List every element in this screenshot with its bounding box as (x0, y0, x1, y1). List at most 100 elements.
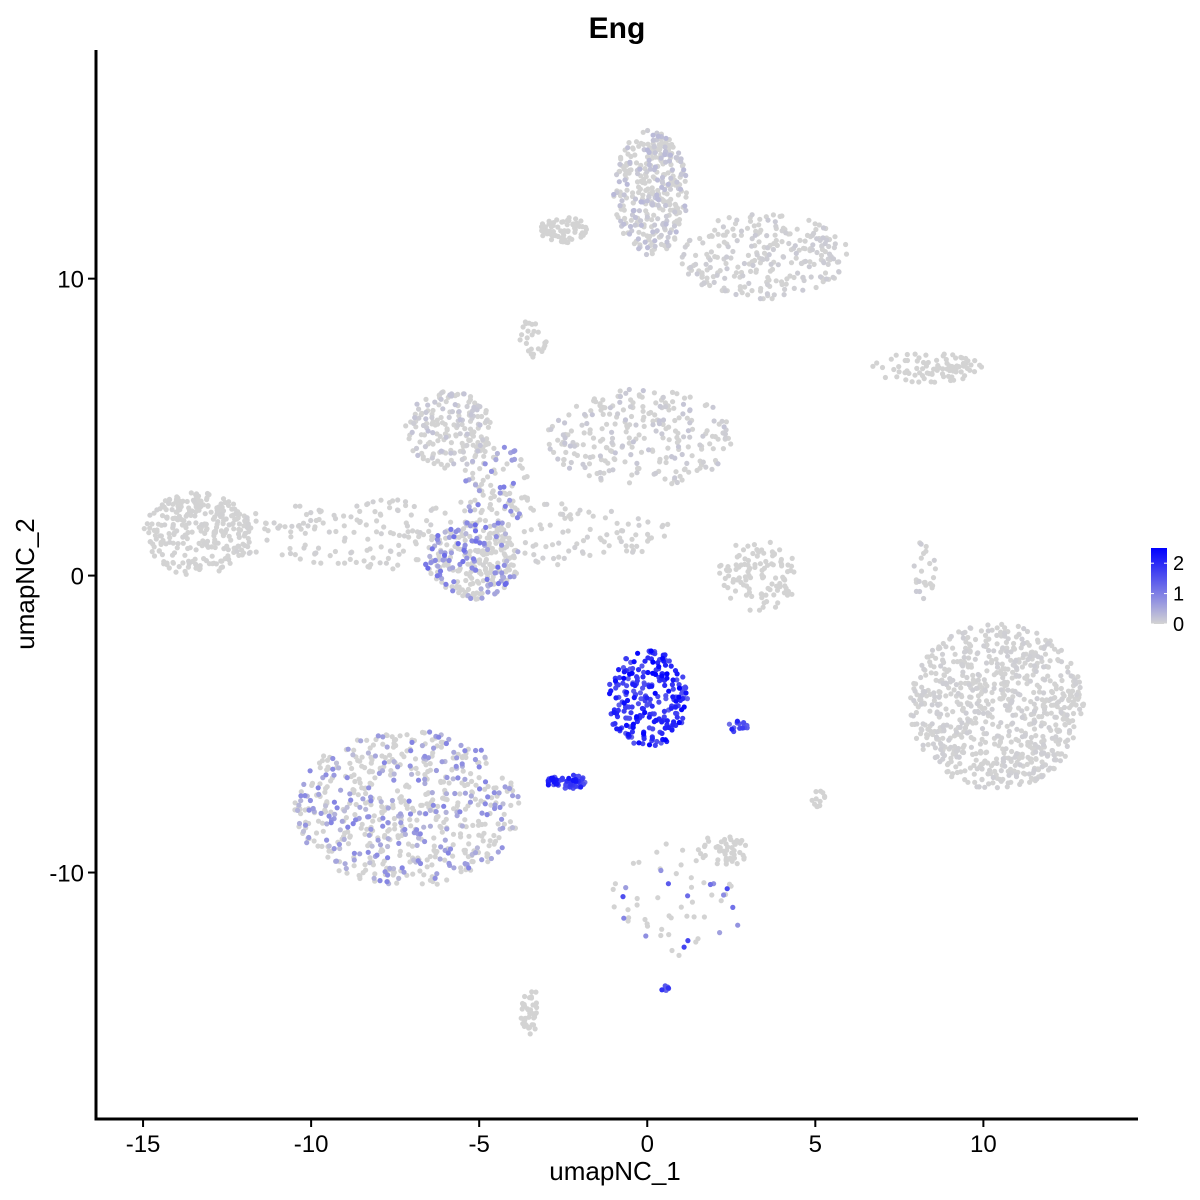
cell-point (652, 243, 658, 249)
cell-point (661, 708, 668, 715)
cell-point (1070, 699, 1076, 705)
cell-point (918, 568, 925, 574)
cell-point (717, 930, 723, 936)
cell-point (492, 805, 498, 812)
cell-point (758, 227, 764, 233)
cell-point (433, 809, 439, 815)
cell-point (444, 427, 450, 433)
cell-point (491, 790, 497, 796)
cell-point (484, 550, 490, 557)
cell-point (166, 500, 172, 506)
cell-point (222, 499, 228, 506)
cell-point (263, 520, 269, 527)
cell-point (1041, 750, 1047, 756)
cell-point (322, 807, 328, 813)
cell-point (390, 866, 397, 872)
cell-point (507, 574, 513, 580)
cell-point (597, 401, 603, 407)
cell-point (923, 672, 929, 678)
cell-point (345, 746, 351, 752)
cell-point (410, 528, 416, 534)
cell-point (212, 544, 218, 551)
cell-point (296, 802, 302, 808)
cell-point (731, 848, 737, 854)
cell-point (994, 670, 1000, 676)
cell-point (275, 525, 281, 531)
cell-point (482, 448, 488, 455)
cell-point (943, 680, 949, 686)
cell-point (722, 435, 729, 441)
cell-point (1005, 653, 1011, 659)
cell-point (701, 914, 708, 920)
cell-point (955, 747, 961, 753)
cell-point (644, 147, 651, 153)
cell-point (660, 435, 666, 441)
cell-point (1024, 706, 1030, 712)
cell-point (385, 836, 391, 842)
cell-point (587, 552, 593, 559)
cell-point (338, 787, 344, 793)
cell-point (715, 218, 721, 224)
cell-point (1031, 726, 1038, 732)
cell-point (600, 411, 606, 417)
cell-point (743, 592, 750, 598)
cell-point (836, 259, 842, 265)
cell-point (642, 239, 648, 245)
cell-point (714, 272, 720, 278)
cell-point (508, 542, 515, 548)
cell-point (945, 373, 952, 379)
cell-point (636, 432, 642, 438)
cell-point (565, 239, 571, 246)
cell-point (679, 477, 685, 483)
cell-point (634, 674, 640, 680)
cell-point (810, 242, 816, 248)
cell-point (637, 166, 643, 172)
cell-point (1006, 772, 1012, 778)
cell-point (929, 647, 936, 653)
cell-point (761, 565, 768, 571)
cell-point (560, 529, 566, 535)
cell-point (192, 513, 198, 519)
cell-point (336, 841, 342, 847)
cell-point (925, 742, 931, 748)
cell-point (196, 566, 202, 573)
cell-point (655, 660, 661, 666)
cell-point (894, 374, 900, 380)
cell-point (814, 803, 820, 810)
x-tick-label: 5 (809, 1131, 822, 1158)
cell-point (958, 369, 964, 375)
cell-point (470, 580, 476, 587)
cell-point (770, 553, 776, 559)
cell-point (940, 735, 946, 741)
cell-point (622, 177, 628, 183)
cell-point (1058, 659, 1065, 665)
cell-point (292, 503, 299, 509)
cell-point (941, 659, 947, 666)
cell-point (756, 222, 762, 228)
cell-point (992, 768, 998, 775)
cell-point (1002, 666, 1008, 672)
cell-point (914, 358, 920, 364)
cell-point (491, 785, 497, 791)
cell-point (467, 523, 474, 529)
cell-point (659, 174, 666, 181)
cell-point (487, 523, 493, 530)
cell-point (1031, 663, 1037, 669)
cell-point (723, 419, 730, 425)
cell-point (967, 694, 973, 700)
cell-point (417, 868, 423, 874)
cell-point (624, 683, 630, 689)
cell-point (533, 989, 539, 995)
cell-point (395, 507, 401, 514)
cell-point (1019, 664, 1025, 670)
cell-point (664, 239, 670, 245)
cell-point (764, 256, 770, 262)
cell-point (663, 693, 669, 699)
cell-point (484, 853, 490, 860)
cell-point (701, 880, 707, 886)
cell-point (998, 668, 1004, 674)
cell-point (1026, 771, 1032, 777)
cell-point (264, 537, 270, 543)
cell-point (1060, 691, 1066, 697)
cell-point (629, 729, 636, 735)
